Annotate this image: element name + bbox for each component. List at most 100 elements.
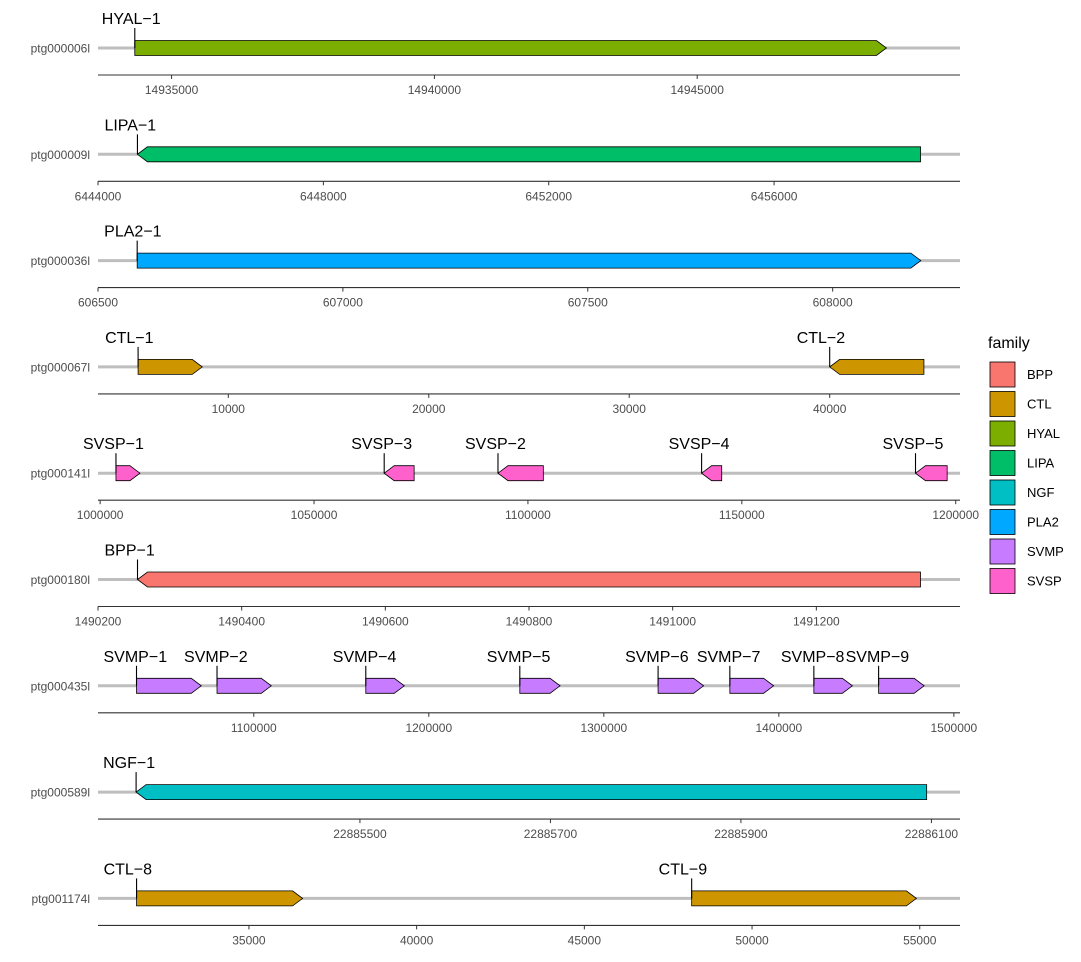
legend-item-ctl: CTL: [989, 391, 1052, 417]
x-tick-label: 30000: [613, 402, 647, 416]
x-tick-label: 1150000: [719, 508, 765, 522]
x-tick-label: 6452000: [525, 189, 572, 203]
x-tick-label: 1490800: [506, 615, 553, 629]
x-tick-label: 14940000: [408, 83, 462, 97]
legend: family BPP CTL HYAL LIPA NGF PLA2 SVMP SVSP: [988, 335, 1064, 594]
molecule-label: ptg000036l: [31, 254, 90, 268]
gene-label: NGF−1: [103, 755, 155, 772]
gene-label: SVSP−5: [883, 436, 944, 453]
molecule-label: ptg000067l: [31, 360, 90, 374]
legend-item-pla2: PLA2: [989, 509, 1059, 535]
legend-swatch: [989, 509, 1016, 535]
legend-item-svmp: SVMP: [989, 538, 1064, 565]
legend-item-hyal: HYAL: [989, 420, 1060, 447]
molecule-label: ptg001174l: [32, 892, 91, 906]
gene-label: SVMP−8: [781, 649, 845, 666]
legend-label: CTL: [1027, 397, 1052, 412]
x-tick-label: 10000: [212, 402, 246, 416]
gene-arrow-svmp: [365, 677, 405, 694]
x-tick-label: 40000: [400, 933, 434, 947]
panel-ptg000141l: ptg000141l 1000000 1050000 1100000 1150000 12…: [31, 436, 980, 522]
gene-arrow-svmp: [878, 677, 925, 694]
gene-label: CTL−2: [797, 330, 846, 347]
molecule-label: ptg000180l: [31, 573, 90, 587]
gene-arrow-bpp: [136, 571, 921, 588]
gene-arrow-svsp: [700, 465, 723, 482]
legend-label: HYAL: [1027, 426, 1060, 441]
gene-arrow-svmp: [136, 677, 202, 694]
panel-ptg000435l: ptg000435l 1100000 1200000 1300000 1400000 15…: [31, 649, 978, 735]
gene-label: SVMP−1: [104, 649, 168, 666]
x-tick-label: 40000: [813, 402, 847, 416]
molecule-label: ptg000435l: [31, 679, 90, 693]
gene-arrow-svsp: [115, 465, 141, 482]
gene-label: SVSP−3: [351, 436, 412, 453]
x-tick-label: 1400000: [755, 721, 802, 735]
legend-swatch: [989, 361, 1016, 388]
x-tick-label: 20000: [412, 402, 446, 416]
x-tick-label: 1100000: [231, 721, 277, 735]
panel-ptg000009l: ptg000009l 6444000 6448000 6452000 6456000 LI…: [31, 117, 960, 203]
legend-items: BPP CTL HYAL LIPA NGF PLA2 SVMP SVSP: [989, 361, 1064, 594]
x-tick-label: 22885500: [333, 827, 387, 841]
molecule-label: ptg000006l: [31, 42, 90, 56]
gene-label: SVMP−4: [333, 649, 397, 666]
gene-arrow-ngf: [135, 784, 928, 800]
gene-arrow-ctl: [829, 358, 925, 375]
gene-label: SVMP−2: [184, 649, 248, 666]
gene-label: SVSP−2: [465, 436, 526, 453]
gene-label: PLA2−1: [104, 224, 161, 241]
gene-label: SVMP−7: [697, 649, 761, 666]
panel-ptg000180l: ptg000180l 1490200 1490400 1490600 1490800 14…: [31, 543, 960, 629]
gene-arrow-ctl: [137, 358, 203, 375]
legend-label: PLA2: [1027, 515, 1059, 530]
x-tick-label: 45000: [568, 933, 602, 947]
x-tick-label: 1490600: [362, 615, 409, 629]
legend-label: SVMP: [1027, 544, 1064, 559]
x-tick-label: 608000: [813, 296, 853, 310]
gene-arrow-svsp: [383, 465, 415, 482]
legend-swatch: [989, 538, 1016, 565]
x-tick-label: 1050000: [291, 508, 338, 522]
gene-arrow-svmp: [657, 677, 705, 694]
x-tick-label: 1490200: [75, 615, 122, 629]
x-tick-label: 22886100: [905, 827, 959, 841]
x-tick-label: 607500: [568, 296, 608, 310]
panel-ptg000036l: ptg000036l 606500 607000 607500 608000 PLA2−1: [31, 224, 960, 310]
x-tick-label: 1000000: [77, 508, 124, 522]
x-tick-label: 1500000: [931, 721, 978, 735]
gene-label: HYAL−1: [102, 11, 161, 28]
gene-arrow-svsp: [914, 465, 948, 482]
gene-arrow-svmp: [216, 677, 272, 694]
gene-label: LIPA−1: [104, 117, 156, 134]
panel-ptg000589l: ptg000589l 22885500 22885700 22885900 228861…: [31, 755, 960, 841]
gene-label: SVMP−6: [625, 649, 689, 666]
legend-item-lipa: LIPA: [989, 450, 1055, 476]
x-tick-label: 607000: [323, 296, 363, 310]
panel-ptg000067l: ptg000067l 10000 20000 30000 40000 CTL−1 CTL−2: [31, 330, 960, 416]
x-tick-label: 1300000: [580, 721, 627, 735]
panel-ptg001174l: ptg001174l 35000 40000 45000 50000 55000 CTL−8…: [32, 861, 960, 947]
x-tick-label: 1200000: [405, 721, 452, 735]
x-tick-label: 35000: [232, 933, 266, 947]
gene-arrow-svmp: [813, 677, 854, 694]
x-tick-label: 22885900: [714, 827, 768, 841]
legend-title: family: [988, 335, 1030, 352]
legend-label: BPP: [1027, 367, 1053, 382]
legend-label: NGF: [1027, 485, 1055, 500]
x-tick-label: 1100000: [505, 508, 551, 522]
molecule-label: ptg000141l: [31, 467, 90, 481]
gene-label: CTL−9: [659, 861, 708, 878]
legend-swatch: [989, 450, 1016, 476]
molecule-label: ptg000009l: [31, 148, 90, 162]
x-tick-label: 14935000: [145, 83, 199, 97]
legend-label: LIPA: [1027, 456, 1055, 471]
gene-label: SVSP−4: [669, 436, 730, 453]
legend-label: SVSP: [1027, 574, 1062, 589]
panel-ptg000006l: ptg000006l 14935000 14940000 14945000 HYAL−1: [31, 11, 960, 97]
gene-label: SVMP−9: [846, 649, 910, 666]
x-tick-label: 606500: [78, 296, 118, 310]
gene-arrow-ctl: [136, 890, 304, 907]
molecule-label: ptg000589l: [31, 786, 90, 800]
